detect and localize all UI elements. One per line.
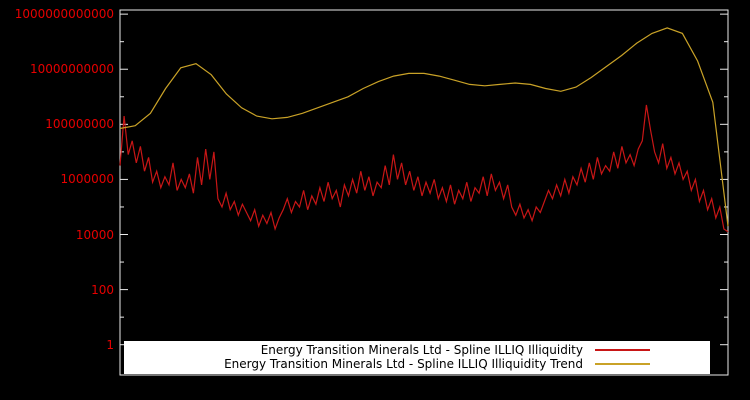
legend-entry-illiquidity: Energy Transition Minerals Ltd - Spline … bbox=[124, 343, 710, 357]
series-line-1 bbox=[119, 27, 729, 227]
legend-label-illiquidity: Energy Transition Minerals Ltd - Spline … bbox=[260, 343, 583, 357]
plot-border bbox=[119, 9, 729, 376]
legend-entry-trend: Energy Transition Minerals Ltd - Spline … bbox=[124, 357, 710, 371]
legend: Energy Transition Minerals Ltd - Spline … bbox=[124, 341, 710, 374]
legend-label-trend: Energy Transition Minerals Ltd - Spline … bbox=[224, 357, 583, 371]
series-line-0 bbox=[119, 104, 729, 233]
legend-line-sample-yellow bbox=[595, 363, 650, 365]
legend-line-sample-red bbox=[595, 349, 650, 351]
